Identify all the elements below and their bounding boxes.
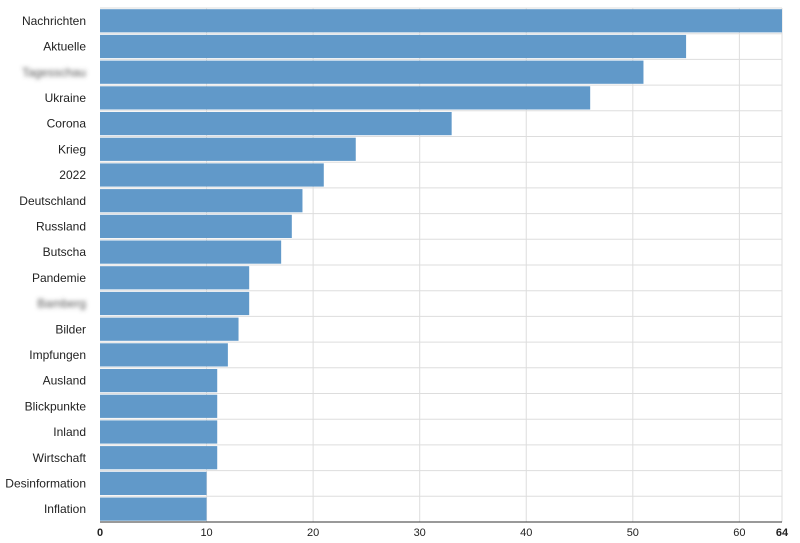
bar: [100, 34, 687, 59]
bar: [100, 446, 218, 470]
category-label: Ukraine: [45, 91, 87, 105]
category-label: Ausland: [43, 374, 86, 388]
category-label: Impfungen: [29, 348, 86, 362]
category-label: Desinformation: [5, 476, 86, 490]
category-label: Inland: [53, 425, 86, 439]
bar: [100, 291, 250, 316]
x-axis: 0 10 20 30 40 50 60 64: [97, 521, 789, 539]
bar: [100, 86, 591, 110]
category-label: Corona: [47, 117, 87, 131]
bar: [100, 112, 452, 136]
category-label: Bamberg: [37, 297, 86, 311]
category-label: Pandemie: [32, 271, 86, 285]
category-label: Tagesschau: [22, 65, 86, 79]
grid-lines: [100, 7, 783, 523]
category-label: Blickpunkte: [25, 399, 87, 413]
bar: [100, 497, 207, 521]
bars: [100, 9, 782, 521]
bar: [100, 137, 356, 161]
category-label: 2022: [59, 168, 86, 182]
bar: [100, 9, 782, 33]
x-tick-label: 60: [733, 527, 745, 539]
category-label: Inflation: [44, 502, 86, 516]
category-label: Butscha: [43, 245, 87, 259]
bar: [100, 163, 324, 187]
x-tick-label: 10: [200, 527, 212, 539]
x-tick-label: 50: [627, 527, 639, 539]
category-label: Deutschland: [19, 194, 86, 208]
x-tick-label: 30: [414, 527, 426, 539]
x-tick-label: 40: [520, 527, 532, 539]
x-tick-label: 64: [776, 527, 789, 539]
bar: [100, 343, 228, 367]
category-label: Aktuelle: [43, 40, 86, 54]
bar: [100, 471, 207, 495]
category-label: Bilder: [55, 322, 86, 336]
bar: [100, 266, 250, 290]
bar: [100, 317, 239, 341]
bar: [100, 369, 218, 393]
category-labels: Nachrichten Aktuelle Tagesschau Ukraine Coro…: [5, 14, 86, 516]
x-tick-label: 20: [307, 527, 319, 539]
x-tick-label: 0: [97, 527, 103, 539]
bar: [100, 189, 303, 213]
category-label: Wirtschaft: [33, 451, 87, 465]
bar: [100, 420, 218, 444]
category-label: Krieg: [58, 142, 86, 156]
bar: [100, 240, 282, 264]
bar: [100, 214, 292, 238]
bar: [100, 60, 644, 84]
bar: [100, 394, 218, 418]
category-label: Russland: [36, 219, 86, 233]
category-label: Nachrichten: [22, 14, 86, 28]
